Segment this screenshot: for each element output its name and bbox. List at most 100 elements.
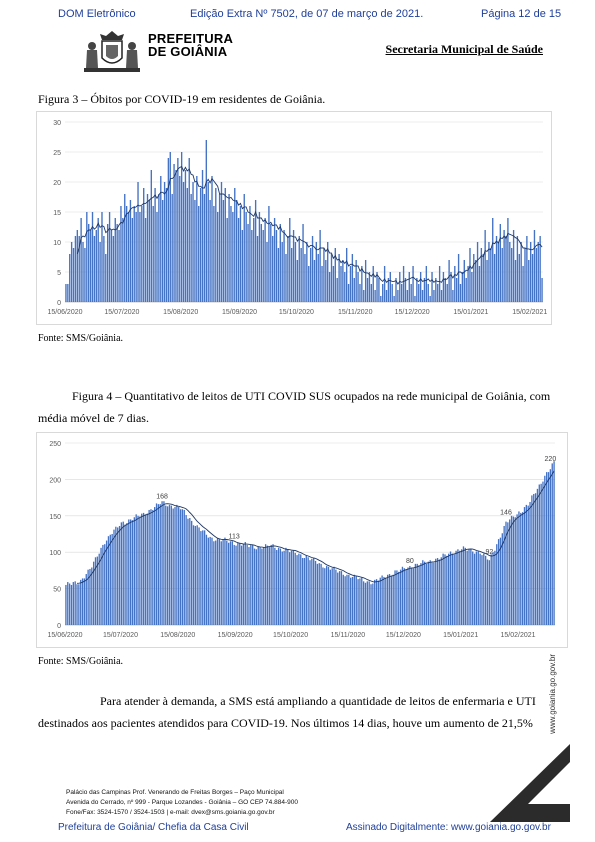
bar [308,266,310,302]
bar [205,140,207,302]
bar [391,284,393,302]
bar [92,561,95,625]
bar [490,248,492,302]
bar [173,164,175,302]
y-tick-label: 20 [53,180,61,187]
bar [148,509,150,625]
bar [215,540,217,625]
bar [361,266,363,302]
bar [251,230,253,302]
bar [536,488,539,625]
bar [344,576,346,625]
bar [165,188,168,302]
bar [436,558,439,625]
bar [109,534,111,625]
bar [78,584,80,625]
bar [218,539,221,625]
bar [366,581,368,625]
bar [361,577,363,625]
bar [309,248,312,302]
y-tick-label: 0 [57,300,61,307]
bar [386,574,389,625]
bar [327,566,330,625]
bar [296,555,298,625]
bar [247,224,249,302]
bar [380,296,382,302]
bar [467,266,469,302]
bar [411,568,413,625]
bar [501,248,503,302]
bar [146,194,149,302]
bar [335,569,337,625]
bar [483,553,485,625]
bar [546,472,548,625]
bar [245,212,247,302]
bar [336,278,338,302]
bar [128,519,130,625]
bar [459,550,461,625]
bar [481,555,483,625]
bar [248,547,250,625]
bar [523,507,526,625]
bar [131,520,134,625]
bar [507,218,509,302]
bar [433,562,435,625]
x-tick-label: 15/09/2020 [222,309,257,316]
bar [497,539,500,625]
bar [179,509,182,625]
bar [240,545,243,625]
bar [387,278,390,302]
bar [539,236,541,302]
y-tick-label: 25 [53,150,61,157]
bar [478,266,481,302]
bar [414,296,416,302]
x-tick-label: 15/10/2020 [273,632,308,639]
logo-line-1: PREFEITURA [148,31,234,46]
bar [150,509,152,625]
bar [473,553,476,625]
bar [524,248,526,302]
figure3-caption: Figura 3 – Óbitos por COVID-19 em reside… [38,92,326,106]
bar [385,290,388,302]
bar [202,530,204,625]
bar [392,574,394,625]
bottom-right-text[interactable]: Assinado Digitalmente: www.goiania.go.go… [346,822,551,833]
bar [328,272,331,302]
bar [300,554,302,625]
bar [105,254,107,302]
bar [192,182,194,302]
bar [316,563,319,625]
bar [484,555,487,625]
bar [448,553,450,625]
bar [438,559,441,625]
bar [110,230,113,302]
bar [518,511,520,625]
bar [368,272,371,302]
bar [350,577,352,625]
bar [203,194,206,302]
bar [399,272,401,302]
bar [442,272,445,302]
x-tick-label: 15/01/2021 [453,309,488,316]
y-tick-label: 30 [53,120,61,127]
bar [370,584,372,625]
bar [104,544,106,625]
bar [454,266,456,302]
bar [264,544,267,625]
x-tick-label: 15/12/2020 [386,632,421,639]
bar [520,242,522,302]
bar [340,571,343,625]
icu-beds-bar-chart: 0 50 100 150 200 250 15/06/2020 15/07/2020 15/08… [47,441,556,639]
bar [177,158,179,302]
bar [135,514,137,625]
x-tick-label: 15/06/2020 [47,309,82,316]
bar [431,272,433,302]
data-label: 92 [485,549,493,556]
bar [416,278,418,302]
bar [131,218,134,302]
bar [111,534,113,625]
bar [196,525,198,625]
bar [97,218,99,302]
bar [492,552,494,625]
bar [533,230,536,302]
